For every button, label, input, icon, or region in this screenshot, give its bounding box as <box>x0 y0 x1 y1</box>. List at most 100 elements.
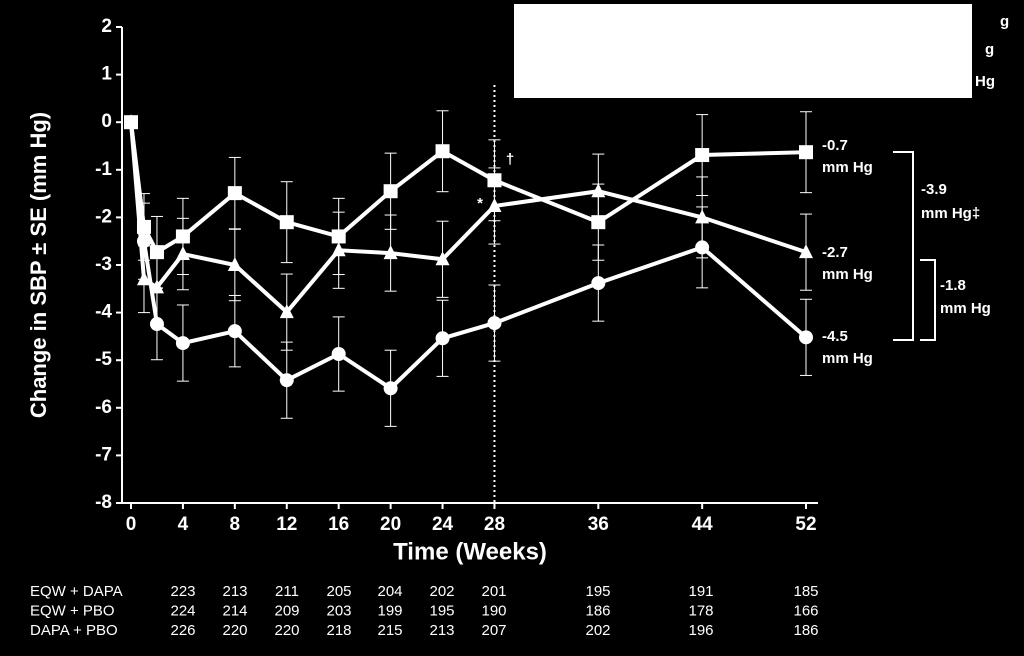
y-tick-label: -1 <box>95 159 112 180</box>
table-cell: 186 <box>585 602 610 619</box>
table-cell: 220 <box>222 622 247 639</box>
brackets <box>893 151 936 341</box>
table-cell: 203 <box>326 602 351 619</box>
row-label: EQW + DAPA <box>30 583 123 600</box>
marker <box>124 115 138 130</box>
x-tick-label: 12 <box>276 514 297 535</box>
marker <box>383 245 398 260</box>
row-label: DAPA + PBO <box>30 622 118 639</box>
table-cell: 215 <box>377 622 402 639</box>
marker <box>175 336 190 351</box>
marker <box>799 330 813 345</box>
table-cell: 223 <box>170 583 195 600</box>
marker <box>331 229 346 244</box>
row-label: EQW + PBO <box>30 602 115 619</box>
y-tick-label: -8 <box>95 492 112 513</box>
x-tick-label: 0 <box>126 514 137 535</box>
x-tick-label: 44 <box>692 514 714 535</box>
annotation: -1.8 <box>940 277 966 294</box>
y-tick-label: -5 <box>95 349 112 370</box>
marker <box>227 186 242 201</box>
annotation: * <box>477 195 483 212</box>
annotation: -3.9 <box>921 181 947 198</box>
marker <box>487 316 502 331</box>
table-cell: 166 <box>793 602 818 619</box>
table-cell: 218 <box>326 622 351 639</box>
table-cell: 224 <box>170 602 195 619</box>
marker <box>799 244 813 259</box>
marker <box>383 184 398 199</box>
y-axis-label: Change in SBP ± SE (mm Hg) <box>26 112 51 418</box>
table-cell: 202 <box>585 622 610 639</box>
annotation: -2.7 <box>822 244 848 261</box>
table-cell: 211 <box>275 583 299 600</box>
table-cell: 226 <box>170 622 195 639</box>
x-axis-label: Time (Weeks) <box>393 538 547 565</box>
marker <box>149 245 164 260</box>
annotation: mm Hg <box>822 159 873 176</box>
annotation: † <box>506 151 514 168</box>
x-tick-label: 16 <box>328 514 349 535</box>
marker <box>136 219 151 234</box>
y-tick-label: -4 <box>95 302 112 323</box>
x-tick-label: 20 <box>380 514 401 535</box>
table-cell: 213 <box>429 622 454 639</box>
annotation: mm Hg <box>940 300 991 317</box>
marker <box>487 173 502 188</box>
annotation: mm Hg <box>822 266 873 283</box>
x-tick-label: 36 <box>588 514 609 535</box>
marker <box>435 331 450 346</box>
marker <box>591 276 606 291</box>
table-cell: 199 <box>377 602 402 619</box>
marker <box>435 144 450 159</box>
table-cell: 190 <box>481 602 506 619</box>
marker <box>136 271 151 286</box>
marker <box>591 215 606 230</box>
table-cell: 195 <box>429 602 454 619</box>
series-line <box>129 121 808 391</box>
y-tick-label: 2 <box>101 16 112 37</box>
annotation: -0.7 <box>822 137 848 154</box>
table-cell: 191 <box>688 583 713 600</box>
marker <box>331 347 346 362</box>
table-cell: 202 <box>429 583 454 600</box>
legend-box <box>514 4 972 98</box>
table-cell: 214 <box>222 602 247 619</box>
y-tick-label: -6 <box>95 397 112 418</box>
table-cell: 213 <box>222 583 247 600</box>
table-cell: 205 <box>326 583 351 600</box>
marker <box>799 145 813 160</box>
y-tick-label: -7 <box>95 444 112 465</box>
marker <box>279 373 294 388</box>
table-cell: 185 <box>793 583 818 600</box>
table-cell: 207 <box>481 622 506 639</box>
table-cell: 195 <box>585 583 610 600</box>
x-tick-label: 4 <box>178 514 189 535</box>
y-tick-label: 0 <box>101 111 112 132</box>
marker <box>227 324 242 339</box>
y-tick-label: 1 <box>101 64 112 85</box>
annotation: mm Hg <box>822 350 873 367</box>
marker <box>435 251 450 266</box>
marker <box>149 317 164 332</box>
marker <box>695 148 710 163</box>
table-cell: 178 <box>688 602 713 619</box>
table-cell: 204 <box>377 583 402 600</box>
marker <box>279 304 294 319</box>
annotation: g <box>985 41 994 58</box>
table-cell: 201 <box>481 583 506 600</box>
marker <box>279 215 294 230</box>
marker <box>695 209 710 224</box>
x-tick-label: 8 <box>230 514 241 535</box>
x-tick-label: 28 <box>484 514 505 535</box>
annotation: g <box>1000 13 1009 30</box>
table-cell: 186 <box>793 622 818 639</box>
annotation: -4.5 <box>822 328 848 345</box>
annotation: mm Hg‡ <box>921 205 980 222</box>
x-tick-label: 24 <box>432 514 454 535</box>
table-cell: 220 <box>274 622 299 639</box>
x-tick-label: 52 <box>795 514 816 535</box>
annotation: Hg <box>975 73 995 90</box>
marker <box>175 229 190 244</box>
